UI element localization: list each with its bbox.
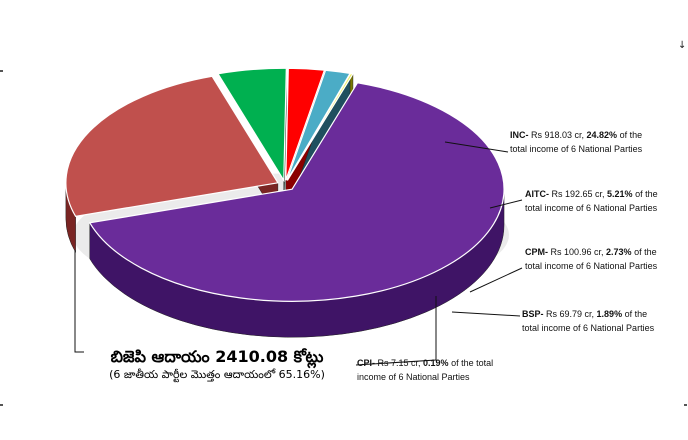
edge-ticks: [0, 70, 687, 406]
edge-tick: [684, 404, 687, 406]
slice-aitc: [217, 67, 287, 183]
label-cpm-pct: 2.73%: [606, 247, 632, 257]
label-cpi-rest: of the total: [448, 358, 494, 368]
label-bsp-prefix: BSP-: [522, 309, 544, 319]
slice-inc: [65, 75, 279, 217]
label-bsp-rest: of the: [622, 309, 648, 319]
edge-tick: [0, 70, 3, 72]
label-aitc-prefix: AITC-: [525, 189, 549, 199]
slice-bjp: [88, 82, 505, 302]
label-bsp-amount: Rs 69.79 cr,: [543, 309, 597, 319]
bjp-income-note: బిజెపి ఆదాయం 2410.08 కోట్లు (6 జాతీయ పార…: [82, 347, 352, 383]
label-inc-prefix: INC-: [510, 130, 529, 140]
label-cpm-line2: total income of 6 National Parties: [525, 261, 658, 271]
label-cpi-prefix: CPI-: [357, 358, 375, 368]
label-cpi-line2: income of 6 National Parties: [357, 372, 470, 382]
label-inc-pct: 24.82%: [586, 130, 618, 140]
label-cpi-amount: Rs 7.15 cr,: [375, 358, 424, 368]
leader-lines: [74, 141, 523, 366]
label-bsp-line2: total income of 6 National Parties: [522, 323, 655, 333]
leader-cpm: [469, 267, 523, 293]
label-cpm-rest: of the: [631, 247, 657, 257]
label-cpi-pct: 0.19%: [423, 358, 449, 368]
bjp-income-title: బిజెపి ఆదాయం 2410.08 కోట్లు: [110, 347, 324, 366]
leader-bsp: [451, 311, 521, 317]
label-aitc-amount: Rs 192.65 cr,: [549, 189, 608, 199]
label-inc-amount: Rs 918.03 cr,: [528, 130, 587, 140]
label-bsp-pct: 1.89%: [596, 309, 623, 319]
edge-tick: [0, 404, 3, 406]
edge-mark: ↓: [678, 40, 687, 51]
label-aitc-rest: of the: [632, 189, 658, 199]
leader-bjp: [74, 250, 84, 353]
label-aitc: AITC- Rs 192.65 cr, 5.21% of the total i…: [525, 187, 658, 215]
label-inc: INC- Rs 918.03 cr, 24.82% of the total i…: [510, 128, 642, 156]
label-aitc-pct: 5.21%: [607, 189, 633, 199]
leader-cpi: [355, 296, 437, 366]
slice-cpm: [285, 67, 326, 181]
bjp-income-subtitle: (6 జాతీయ పార్టీల మొత్తం ఆదాయంలో 65.16%): [109, 368, 325, 381]
label-cpm: CPM- Rs 100.96 cr, 2.73% of the total in…: [525, 245, 657, 273]
slice-cpi: [286, 72, 354, 181]
pie-tops: [65, 67, 505, 302]
label-cpm-amount: Rs 100.96 cr,: [548, 247, 607, 257]
label-inc-line2: total income of 6 National Parties: [510, 144, 643, 154]
label-cpi: CPI- Rs 7.15 cr, 0.19% of the total inco…: [357, 356, 493, 384]
leader-inc: [444, 141, 509, 153]
label-bsp: BSP- Rs 69.79 cr, 1.89% of the total inc…: [522, 307, 654, 335]
label-inc-rest: of the: [617, 130, 643, 140]
label-cpm-prefix: CPM-: [525, 247, 548, 257]
leader-aitc: [489, 199, 523, 209]
label-aitc-line2: total income of 6 National Parties: [525, 203, 658, 213]
